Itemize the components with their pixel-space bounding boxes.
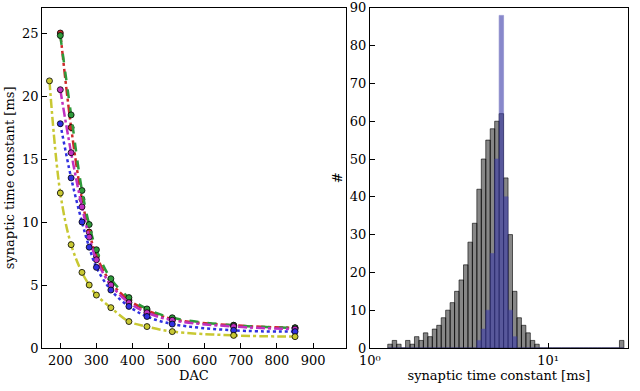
- svg-text:800: 800: [265, 353, 290, 368]
- svg-text:5: 5: [30, 278, 38, 293]
- svg-text:200: 200: [48, 353, 73, 368]
- svg-text:10⁰: 10⁰: [359, 353, 381, 368]
- svg-text:40: 40: [350, 189, 367, 204]
- svg-text:0: 0: [30, 341, 38, 356]
- svg-text:10: 10: [350, 303, 367, 318]
- svg-text:900: 900: [301, 353, 326, 368]
- svg-text:0: 0: [358, 341, 366, 356]
- svg-text:synaptic time constant [ms]: synaptic time constant [ms]: [407, 368, 590, 383]
- svg-text:80: 80: [350, 38, 367, 53]
- svg-text:20: 20: [22, 89, 39, 104]
- svg-text:400: 400: [120, 353, 145, 368]
- svg-text:50: 50: [350, 152, 367, 167]
- svg-text:20: 20: [350, 265, 367, 280]
- svg-text:700: 700: [228, 353, 253, 368]
- svg-text:500: 500: [156, 353, 181, 368]
- svg-text:15: 15: [22, 152, 39, 167]
- svg-text:90: 90: [350, 0, 367, 15]
- svg-text:#: #: [330, 172, 345, 183]
- svg-text:60: 60: [350, 114, 367, 129]
- svg-text:25: 25: [22, 26, 39, 41]
- svg-text:10¹: 10¹: [537, 353, 559, 368]
- svg-text:synaptic time constant [ms]: synaptic time constant [ms]: [2, 87, 17, 270]
- svg-text:10: 10: [22, 215, 39, 230]
- svg-text:70: 70: [350, 76, 367, 91]
- svg-text:600: 600: [192, 353, 217, 368]
- svg-text:300: 300: [84, 353, 109, 368]
- svg-text:DAC: DAC: [179, 368, 209, 383]
- svg-text:30: 30: [350, 227, 367, 242]
